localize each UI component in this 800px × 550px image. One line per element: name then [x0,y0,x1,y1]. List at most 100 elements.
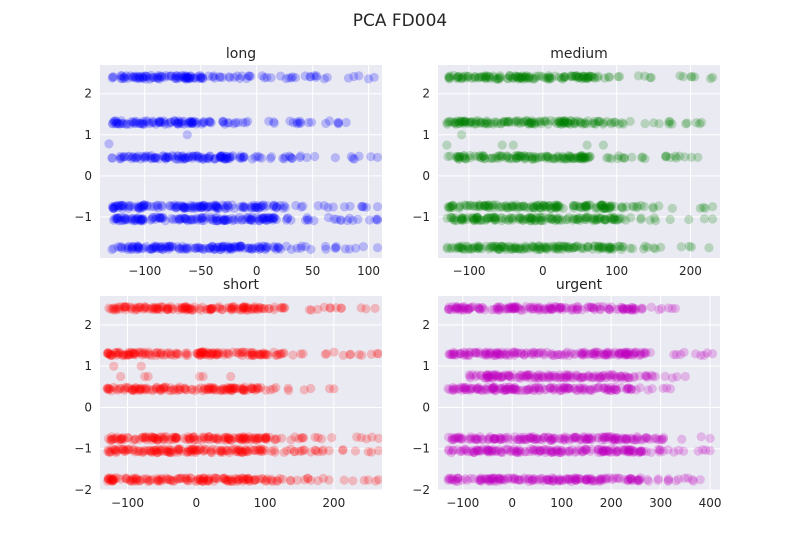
data-point [512,73,522,83]
data-point [123,203,134,213]
data-point [603,446,613,456]
data-point [127,213,138,223]
data-point [134,302,144,312]
data-point [444,444,454,455]
data-point [222,201,233,211]
data-point [497,434,507,444]
data-point [589,214,599,224]
data-point [535,244,545,254]
data-point [555,447,565,458]
data-point [137,216,148,226]
data-point [181,473,191,483]
data-point [607,370,617,380]
data-point [569,201,579,211]
data-point [499,243,509,253]
data-point [495,244,505,255]
data-point [138,71,148,81]
data-point [615,213,625,223]
data-point [215,385,225,395]
data-point [220,432,230,443]
data-point [469,243,479,253]
data-point [481,370,492,380]
data-point [552,214,562,224]
data-point [524,385,534,395]
data-point [140,474,151,484]
data-point [586,444,597,454]
data-point [606,117,617,128]
data-point [564,446,575,456]
data-point [538,476,548,486]
data-point [496,447,506,457]
data-point [614,151,624,161]
data-point [256,153,267,163]
data-point [172,118,182,128]
data-point [489,241,499,251]
data-point [500,214,511,225]
data-point [212,215,222,225]
data-point [612,372,622,382]
data-point [545,383,555,393]
data-point [183,216,193,226]
data-point [460,154,471,164]
data-point [152,304,162,314]
data-point [111,303,121,313]
data-point [693,446,703,456]
data-point [131,303,142,313]
data-point [552,214,562,224]
data-point [329,214,339,224]
data-point [218,241,229,251]
data-point [260,244,271,255]
data-point [510,71,521,81]
data-point [182,244,192,254]
data-point [124,201,135,212]
data-point [493,370,503,380]
data-point [610,242,620,253]
data-point [232,71,242,81]
data-point [603,446,614,456]
data-point [286,73,296,83]
data-point [295,116,305,126]
data-point [626,384,636,394]
x-tick-label: 50 [305,264,320,278]
data-point [112,473,122,483]
data-point [588,373,598,383]
data-point [630,305,640,315]
data-point [151,119,161,129]
data-point [483,382,493,392]
data-point [465,373,475,383]
data-point [612,446,622,456]
data-point [599,370,609,380]
data-point [238,152,249,162]
data-point [107,386,117,396]
data-point [452,350,462,360]
data-point [577,348,588,359]
data-point [184,74,195,84]
data-point [616,373,626,383]
data-point [198,446,209,456]
data-point [669,447,679,457]
data-point [143,347,154,357]
data-point [493,372,503,382]
data-point [584,434,594,444]
data-point [199,446,209,456]
data-point [152,435,163,445]
data-point [231,444,241,454]
data-point [549,434,560,444]
data-point [476,152,486,163]
data-point [284,73,294,83]
data-point [508,154,518,164]
data-point [254,432,265,443]
data-point [212,348,222,358]
data-point [539,445,549,455]
data-point [539,385,550,395]
data-point [483,213,493,223]
data-point [113,216,124,226]
data-point [306,72,316,82]
data-point [258,444,268,454]
data-point [199,116,209,127]
data-point [527,241,537,251]
data-point [207,385,217,395]
data-point [464,117,474,127]
data-point [207,382,217,393]
data-point [199,473,209,483]
